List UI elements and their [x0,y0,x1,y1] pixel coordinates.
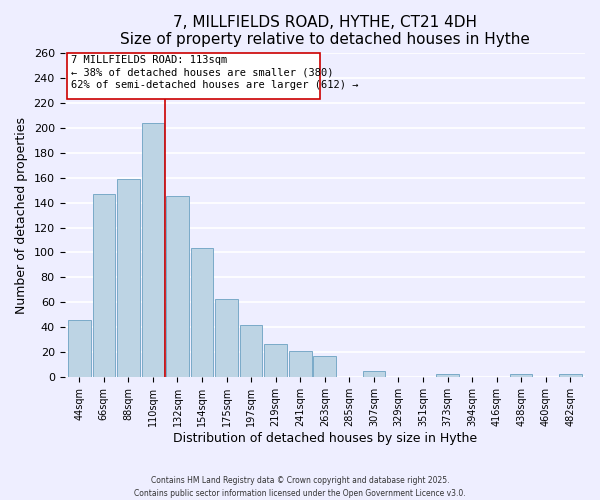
Text: ← 38% of detached houses are smaller (380): ← 38% of detached houses are smaller (38… [71,68,333,78]
Bar [117,179,140,378]
Text: 7 MILLFIELDS ROAD: 113sqm: 7 MILLFIELDS ROAD: 113sqm [71,55,227,65]
Bar [265,344,287,378]
Bar [240,325,262,378]
FancyBboxPatch shape [67,52,320,99]
Bar [313,356,336,378]
Bar [289,351,311,378]
Y-axis label: Number of detached properties: Number of detached properties [15,116,28,314]
Bar [92,194,115,378]
Bar [191,248,214,378]
Bar [362,371,385,378]
Bar [215,298,238,378]
Text: Contains HM Land Registry data © Crown copyright and database right 2025.
Contai: Contains HM Land Registry data © Crown c… [134,476,466,498]
Bar [559,374,581,378]
Bar [510,374,532,378]
Bar [166,196,189,378]
Title: 7, MILLFIELDS ROAD, HYTHE, CT21 4DH
Size of property relative to detached houses: 7, MILLFIELDS ROAD, HYTHE, CT21 4DH Size… [120,15,530,48]
Bar [142,122,164,378]
X-axis label: Distribution of detached houses by size in Hythe: Distribution of detached houses by size … [173,432,477,445]
Bar [436,374,459,378]
Text: 62% of semi-detached houses are larger (612) →: 62% of semi-detached houses are larger (… [71,80,358,90]
Bar [68,320,91,378]
